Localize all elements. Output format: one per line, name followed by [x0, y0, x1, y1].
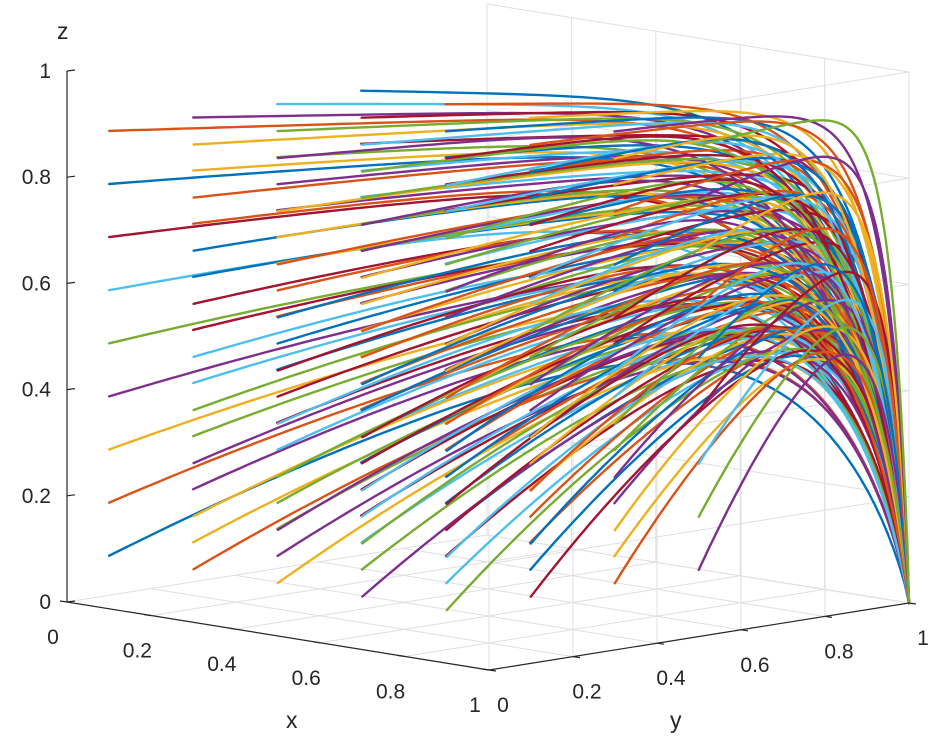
x-tick-mark — [481, 668, 490, 671]
trajectory-line — [613, 325, 911, 605]
trajectory-line — [529, 349, 911, 605]
trajectory-line — [529, 327, 911, 605]
grid-line-z-side-5 — [488, 71, 910, 140]
x-tick-mark — [144, 614, 152, 617]
y-tick-label: 1 — [917, 627, 929, 650]
trajectory-line — [529, 294, 911, 605]
grid-line-x-floor-2 — [235, 561, 656, 630]
z-tick-label: 1 — [39, 60, 51, 83]
z-tick-mark — [66, 175, 76, 178]
grid-line-z-5 — [486, 3, 910, 73]
y-tick-mark — [656, 642, 665, 645]
z-tick-mark — [66, 600, 76, 603]
z-tick-label: 0.6 — [22, 272, 51, 295]
z-tick-mark — [66, 281, 76, 284]
trajectory-line — [276, 327, 911, 605]
grid-line-x-floor-3 — [320, 575, 741, 644]
y-tick-mark — [908, 602, 917, 605]
y-tick-label: 0.4 — [656, 667, 686, 690]
trajectory-line — [529, 271, 911, 605]
trajectory-line — [529, 264, 911, 605]
trajectory-line — [697, 263, 911, 605]
x-tick-mark — [228, 627, 236, 630]
grid-line-x-floor-1 — [151, 548, 572, 617]
z-tick-label: 0.8 — [22, 166, 51, 189]
trajectory-line — [445, 261, 911, 605]
trajectory-line — [697, 270, 911, 605]
trajectory-line — [697, 191, 911, 605]
z-tick-label: 0.4 — [22, 379, 52, 402]
y-tick-mark — [740, 629, 749, 632]
x-tick-label: 0.2 — [123, 640, 152, 663]
trajectory-line — [697, 353, 911, 605]
y-tick-label: 0 — [497, 694, 509, 717]
trajectory-line — [529, 261, 911, 605]
trajectory-line — [697, 298, 911, 605]
trajectory-line — [697, 227, 911, 605]
y-axis-line — [488, 602, 910, 671]
x-tick-label: 0 — [47, 626, 59, 649]
trajectory-layer — [108, 89, 911, 612]
trajectory-line — [613, 193, 911, 605]
y-tick-label: 0.6 — [740, 654, 769, 677]
x-tick-mark — [59, 600, 68, 603]
trajectory-line — [276, 360, 911, 605]
y-tick-label: 0.2 — [572, 681, 601, 704]
x-tick-label: 0.8 — [376, 680, 405, 703]
trajectory-line — [613, 351, 911, 605]
x-tick-label: 0.6 — [292, 667, 321, 690]
trajectory-line — [613, 115, 911, 605]
trajectory-line — [360, 355, 911, 605]
x-axis-line — [66, 601, 490, 671]
trajectory-line — [613, 262, 911, 605]
z-tick-mark — [66, 388, 76, 391]
z-tick-mark — [66, 494, 76, 497]
trajectory-line — [697, 326, 911, 605]
z-tick-mark — [66, 69, 76, 72]
x-tick-label: 1 — [469, 694, 481, 717]
trajectory-line — [529, 195, 911, 605]
y-axis-title: y — [670, 707, 682, 733]
y-tick-mark — [572, 656, 581, 659]
trajectory-line — [360, 272, 911, 605]
axis-layer — [59, 69, 917, 672]
trajectory-line — [697, 119, 911, 605]
grid-line-z-side-1 — [488, 496, 910, 565]
trajectory-line — [613, 296, 911, 605]
trajectory-line — [697, 155, 911, 605]
trajectory-line — [529, 354, 911, 605]
z-tick-label: 0 — [39, 591, 51, 614]
z-tick-label: 0.2 — [22, 485, 51, 508]
grid-line-x-floor-0 — [66, 534, 488, 603]
y-tick-label: 0.8 — [824, 640, 853, 663]
trajectory-line — [528, 109, 911, 605]
x-tick-mark — [397, 654, 405, 657]
y-tick-mark — [824, 615, 833, 618]
x-axis-title: x — [286, 707, 298, 733]
z-axis-title: z — [57, 18, 69, 44]
grid-line-y-floor-1 — [150, 588, 574, 658]
trajectory-line — [445, 354, 911, 605]
trajectory-line — [613, 189, 911, 605]
y-tick-mark — [488, 669, 497, 672]
trajectory-line — [445, 194, 911, 605]
trajectory-line — [529, 178, 911, 605]
trajectory-line — [361, 328, 911, 605]
grid-line-x-floor-4 — [404, 588, 825, 657]
trajectory-line — [361, 196, 911, 605]
trajectory-line — [444, 116, 911, 605]
x-tick-label: 0.4 — [207, 653, 237, 676]
x-tick-mark — [313, 641, 321, 644]
trajectory-line — [613, 134, 911, 605]
